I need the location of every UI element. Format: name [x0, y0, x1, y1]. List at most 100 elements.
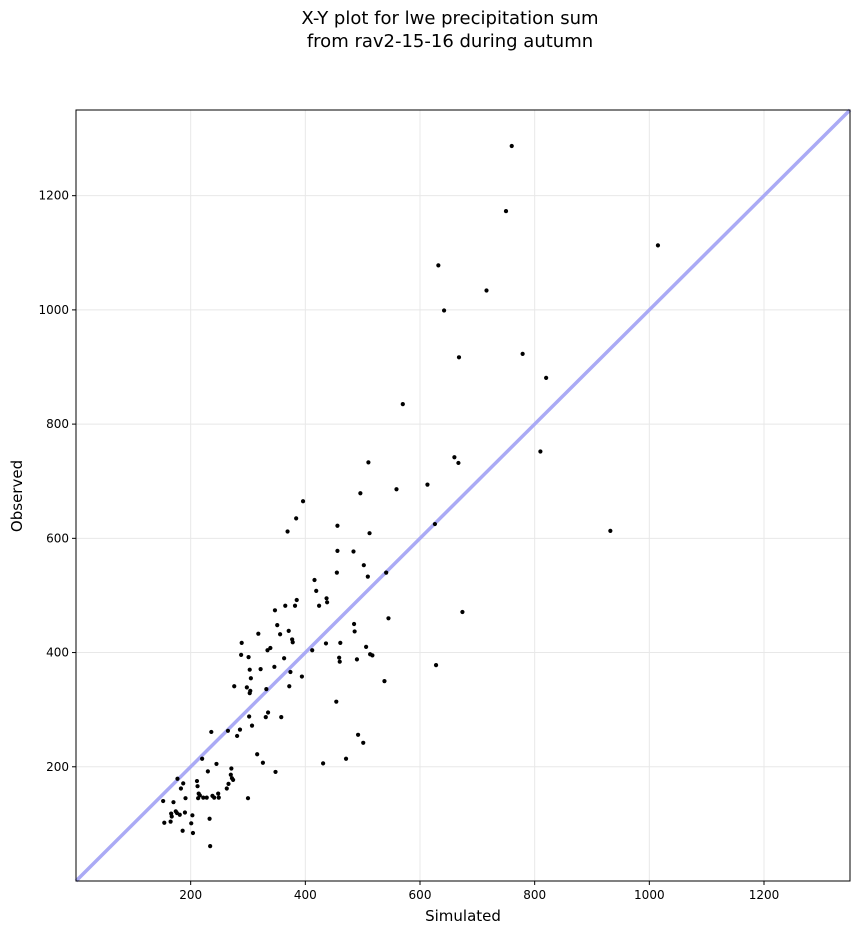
- data-point: [460, 609, 465, 615]
- data-point: [265, 648, 270, 653]
- reference-line-layer: [74, 108, 852, 883]
- data-point: [216, 795, 221, 800]
- data-point: [334, 570, 339, 575]
- data-point: [248, 676, 253, 681]
- chart-title-line-1: X-Y plot for lwe precipitation sum: [301, 8, 598, 29]
- data-point: [279, 714, 284, 720]
- data-point: [190, 813, 195, 818]
- data-point: [263, 714, 268, 720]
- data-point: [361, 740, 366, 745]
- data-point: [294, 516, 299, 521]
- y-axis-label: Observed: [8, 460, 26, 532]
- grid-layer: [76, 110, 850, 881]
- data-point: [355, 732, 361, 737]
- data-point: [436, 263, 441, 268]
- data-point: [224, 786, 229, 791]
- data-point: [183, 796, 188, 801]
- data-point: [365, 574, 370, 579]
- data-point: [264, 687, 269, 692]
- data-point: [351, 549, 356, 554]
- data-point: [239, 652, 244, 657]
- data-point: [300, 499, 306, 504]
- data-point: [273, 769, 278, 775]
- y-tick-label: 200: [46, 760, 69, 774]
- data-point: [200, 756, 205, 761]
- data-point: [335, 523, 340, 528]
- x-tick-label: 1200: [749, 888, 780, 902]
- data-point: [212, 795, 217, 800]
- data-point: [272, 608, 278, 613]
- x-tick-label: 400: [294, 888, 317, 902]
- data-point: [288, 669, 293, 675]
- data-point: [312, 577, 317, 583]
- data-point: [334, 699, 339, 704]
- data-point: [655, 243, 661, 248]
- data-point: [175, 776, 180, 781]
- data-point: [162, 820, 167, 825]
- data-point: [268, 645, 273, 651]
- data-point: [290, 640, 295, 645]
- data-point: [194, 778, 200, 784]
- x-tick-label: 1000: [634, 888, 665, 902]
- data-point: [247, 714, 252, 719]
- x-tick-label: 800: [523, 888, 546, 902]
- data-point: [168, 819, 173, 824]
- data-point: [386, 616, 391, 621]
- data-point: [228, 772, 233, 777]
- one-to-one-line: [74, 108, 852, 883]
- data-point: [272, 664, 277, 669]
- data-point: [364, 644, 369, 649]
- data-point: [354, 657, 360, 662]
- data-point: [608, 528, 613, 534]
- data-point: [294, 597, 299, 603]
- data-point: [195, 784, 200, 789]
- x-tick-label: 600: [409, 888, 432, 902]
- data-point: [232, 684, 237, 689]
- data-point: [384, 570, 389, 575]
- data-point: [358, 491, 363, 496]
- data-point: [452, 455, 457, 460]
- data-point: [178, 786, 184, 791]
- data-point: [343, 756, 349, 761]
- data-point: [370, 653, 375, 658]
- data-point: [441, 308, 447, 313]
- data-point: [216, 791, 221, 796]
- data-point: [161, 798, 166, 804]
- data-point: [538, 449, 543, 454]
- data-point: [367, 531, 372, 536]
- data-point: [456, 460, 461, 466]
- data-point: [275, 623, 280, 628]
- data-point: [239, 640, 244, 645]
- data-points-layer: [161, 143, 661, 849]
- data-point: [285, 529, 290, 534]
- data-point: [190, 830, 196, 836]
- data-point: [248, 688, 253, 693]
- data-point: [225, 728, 231, 733]
- data-point: [207, 816, 212, 821]
- data-point: [181, 781, 186, 786]
- y-ticks-layer: 200 400 600 800 1000 1200: [38, 189, 76, 774]
- data-point: [361, 563, 366, 568]
- data-point: [177, 812, 182, 817]
- data-point: [255, 752, 260, 757]
- data-point: [484, 288, 489, 293]
- x-tick-label: 200: [179, 888, 202, 902]
- data-point: [337, 655, 342, 660]
- data-point: [325, 600, 330, 605]
- data-point: [503, 208, 509, 214]
- data-point: [208, 844, 213, 849]
- data-point: [314, 588, 319, 593]
- y-tick-label: 800: [46, 417, 69, 431]
- data-point: [432, 521, 438, 527]
- data-point: [456, 355, 462, 360]
- data-point: [286, 628, 291, 633]
- data-point: [509, 143, 514, 149]
- data-point: [229, 766, 234, 771]
- data-point: [425, 482, 430, 487]
- data-point: [265, 710, 271, 715]
- data-point: [245, 796, 251, 801]
- x-axis-label: Simulated: [425, 907, 501, 925]
- data-point: [182, 810, 188, 815]
